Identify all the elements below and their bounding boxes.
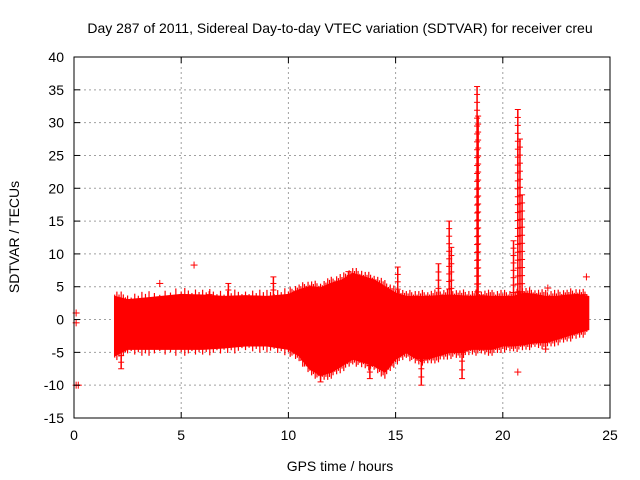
y-axis-label: SDTVAR / TECUs xyxy=(6,181,22,293)
y-tick-label: -15 xyxy=(44,410,64,426)
x-tick-label: 5 xyxy=(177,427,185,443)
data-point xyxy=(156,279,164,287)
data-spike xyxy=(270,276,277,298)
y-tick-label: 0 xyxy=(56,312,64,328)
y-tick-label: 20 xyxy=(48,180,64,196)
y-tick-label: 40 xyxy=(48,49,64,65)
data-spike xyxy=(510,240,517,301)
data-spike xyxy=(225,282,232,298)
x-tick-label: 20 xyxy=(495,427,511,443)
tick-labels: 0 5 10 15 20 25 -15 -10 -5 0 5 10 15 20 25 30 35 40 xyxy=(44,49,618,443)
data-spike xyxy=(345,271,352,294)
data-point xyxy=(190,261,198,269)
data-spike xyxy=(519,194,526,301)
x-axis-label: GPS time / hours xyxy=(287,458,394,474)
x-tick-label: 15 xyxy=(388,427,404,443)
chart-title: Day 287 of 2011, Sidereal Day-to-day VTE… xyxy=(87,20,592,36)
y-tick-label: 30 xyxy=(48,115,64,131)
data-spike xyxy=(435,263,442,298)
data-spike xyxy=(581,294,588,330)
y-tick-label: 10 xyxy=(48,246,64,262)
data-spike xyxy=(418,351,425,386)
y-tick-label: -10 xyxy=(44,377,64,393)
plot-frame xyxy=(73,56,611,419)
x-tick-label: 0 xyxy=(70,427,78,443)
data-spike xyxy=(118,348,125,370)
data-spike xyxy=(475,115,482,301)
x-tick-label: 25 xyxy=(602,427,618,443)
data-spike xyxy=(459,351,466,380)
axes xyxy=(73,56,611,419)
data-point xyxy=(205,291,213,299)
data-point xyxy=(582,273,590,281)
data-spike xyxy=(394,266,401,298)
y-tick-label: -5 xyxy=(52,344,65,360)
y-tick-label: 5 xyxy=(56,279,64,295)
data-marks xyxy=(72,86,590,389)
data-point xyxy=(544,284,552,292)
y-tick-label: 35 xyxy=(48,82,64,98)
data-spike xyxy=(366,358,373,380)
x-tick-label: 10 xyxy=(281,427,297,443)
data-point xyxy=(514,368,522,376)
data-point xyxy=(542,345,550,353)
y-tick-label: 15 xyxy=(48,213,64,229)
data-spike xyxy=(448,246,455,298)
y-tick-label: 25 xyxy=(48,147,64,163)
data-spike xyxy=(317,358,324,383)
